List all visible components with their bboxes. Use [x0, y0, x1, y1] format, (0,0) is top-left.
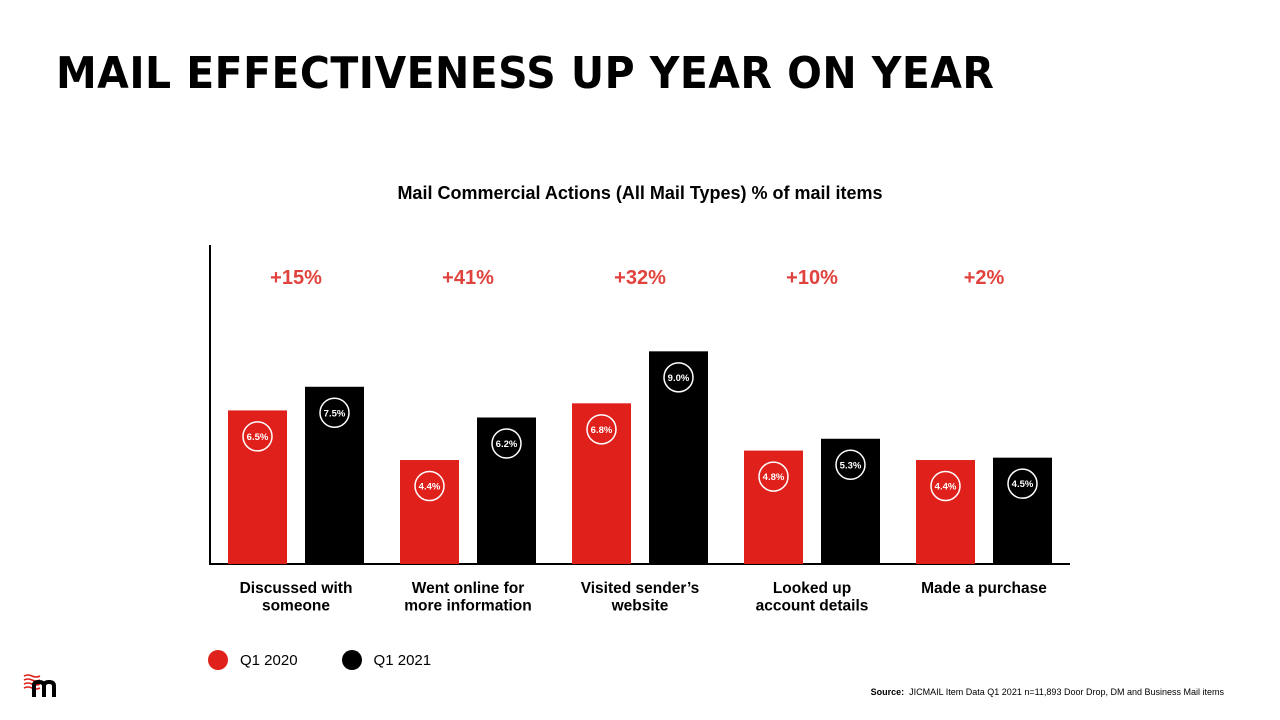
data-label-0-3: 4.8% [763, 472, 785, 483]
chart-legend: Q1 2020 Q1 2021 [208, 650, 475, 670]
data-label-badge-0-4 [930, 470, 961, 502]
data-label-1-4: 4.5% [1012, 479, 1034, 490]
category-label-3-0: Looked up [773, 580, 851, 597]
data-label-0-4: 4.4% [935, 482, 957, 493]
data-label-badge-0-3 [758, 461, 789, 492]
category-label-2-0: Visited sender’s [581, 580, 700, 597]
change-label-4: +2% [964, 267, 1005, 289]
data-label-0-0: 6.5% [247, 432, 269, 443]
source-label: Source: [870, 687, 905, 697]
category-label-0-1: someone [262, 598, 330, 615]
legend-swatch-q1-2020 [208, 650, 228, 670]
category-label-2-1: website [611, 598, 669, 615]
change-label-2: +32% [614, 267, 666, 289]
data-label-badge-1-1 [491, 428, 522, 459]
data-label-1-3: 5.3% [840, 460, 862, 471]
data-label-0-2: 6.8% [591, 425, 613, 436]
brand-logo-icon [23, 674, 56, 697]
category-label-1-0: Went online for [412, 580, 525, 597]
chart-title: Mail Commercial Actions (All Mail Types)… [397, 183, 883, 203]
data-label-badge-1-0 [319, 397, 350, 429]
category-label-1-1: more information [404, 598, 531, 615]
data-label-badge-1-3 [835, 449, 866, 481]
legend-swatch-q1-2021 [341, 650, 362, 670]
category-label-3-1: account details [756, 598, 869, 615]
category-label-0-0: Discussed with [240, 580, 353, 597]
data-label-1-2: 9.0% [668, 373, 690, 384]
source-note: Source: JICMAIL Item Data Q1 2021 n=11,8… [871, 687, 1224, 697]
change-label-3: +10% [786, 267, 838, 289]
data-label-1-1: 6.2% [496, 439, 518, 450]
data-label-badge-1-4 [1007, 468, 1038, 499]
category-label-4-0: Made a purchase [921, 580, 1047, 597]
page-title: MAIL EFFECTIVENESS UP YEAR ON YEAR [56, 48, 995, 99]
legend-item-q1-2021: Q1 2021 [341, 650, 432, 670]
legend-label-q1-2021: Q1 2021 [373, 651, 432, 669]
data-label-badge-0-1 [414, 470, 445, 502]
data-label-1-0: 7.5% [324, 408, 346, 419]
source-text: JICMAIL Item Data Q1 2021 n=11,893 Door … [909, 687, 1224, 697]
data-label-badge-0-0 [242, 421, 273, 452]
legend-label-q1-2020: Q1 2020 [240, 651, 298, 669]
data-label-badge-1-2 [663, 362, 694, 393]
legend-item-q1-2020: Q1 2020 [208, 650, 298, 670]
data-label-badge-0-2 [586, 414, 617, 445]
change-label-0: +15% [270, 267, 322, 289]
data-label-0-1: 4.4% [419, 482, 441, 493]
change-label-1: +41% [442, 267, 494, 289]
